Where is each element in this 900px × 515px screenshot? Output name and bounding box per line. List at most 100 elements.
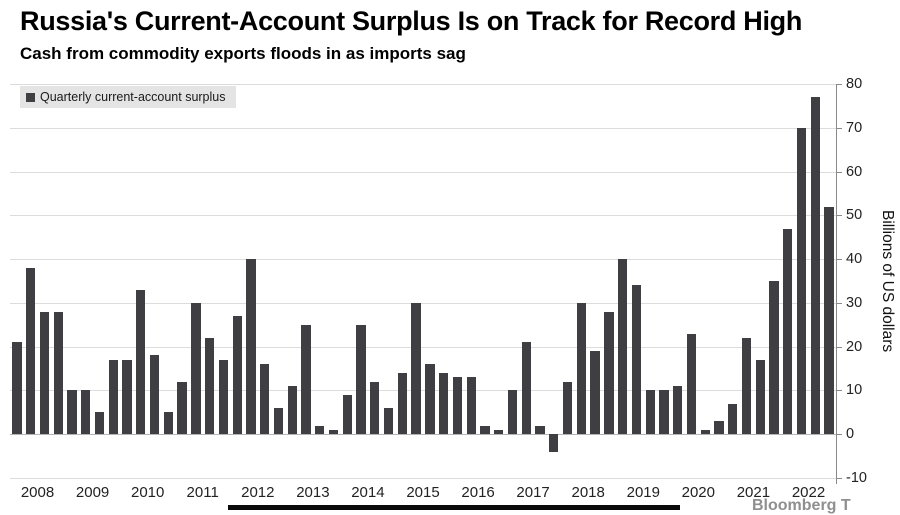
bar bbox=[108, 359, 118, 435]
bar bbox=[370, 381, 380, 435]
bar bbox=[149, 355, 160, 435]
x-tick-label: 2019 bbox=[626, 484, 660, 501]
bar bbox=[122, 359, 132, 435]
bar bbox=[287, 386, 297, 435]
bar bbox=[26, 267, 36, 435]
bar bbox=[631, 285, 642, 435]
bar bbox=[301, 324, 311, 435]
bar bbox=[94, 412, 105, 435]
gridline bbox=[10, 390, 836, 392]
gridline bbox=[10, 127, 836, 129]
bar bbox=[232, 316, 242, 435]
y-tick-label: -10 bbox=[846, 470, 867, 486]
y-tick-label: 60 bbox=[846, 163, 863, 180]
bar bbox=[494, 429, 504, 435]
bar bbox=[659, 390, 669, 435]
zero-gridline bbox=[10, 434, 836, 436]
gridline bbox=[10, 215, 836, 217]
x-tick-label: 2022 bbox=[791, 484, 826, 501]
chart-title: Russia's Current-Account Surplus Is on T… bbox=[20, 6, 803, 36]
bar bbox=[590, 351, 600, 435]
bar bbox=[755, 359, 765, 435]
y-axis-title: Billions of US dollars bbox=[879, 209, 896, 353]
bar bbox=[673, 386, 683, 435]
x-tick-label: 2018 bbox=[571, 484, 605, 501]
x-tick-label: 2011 bbox=[186, 484, 219, 501]
bar bbox=[576, 302, 586, 435]
chart-subtitle: Cash from commodity exports floods in as… bbox=[20, 44, 466, 63]
legend-label: Quarterly current-account surplus bbox=[40, 90, 226, 104]
x-axis: 2008 2009 2010 2011 2012 2013 2014 2015 2016 2017… bbox=[10, 484, 836, 504]
y-tick-label: 30 bbox=[846, 294, 863, 311]
bar bbox=[686, 333, 697, 435]
bar bbox=[769, 281, 779, 435]
bar bbox=[53, 311, 63, 435]
gridline bbox=[10, 171, 836, 173]
bar bbox=[439, 372, 449, 435]
y-tick-mark bbox=[836, 302, 842, 304]
x-tick-label: 2012 bbox=[241, 484, 275, 501]
y-tick-label: 20 bbox=[846, 338, 863, 355]
bar bbox=[783, 228, 793, 435]
y-tick-mark bbox=[836, 84, 842, 85]
gridline bbox=[10, 302, 836, 304]
y-tick-label: 0 bbox=[846, 426, 855, 443]
legend-swatch-icon bbox=[26, 92, 35, 102]
bar bbox=[452, 377, 463, 435]
bloomberg-watermark: Bloomberg T bbox=[752, 497, 851, 514]
y-tick-label: 70 bbox=[846, 119, 863, 136]
x-tick-label: 2020 bbox=[681, 484, 715, 501]
x-tick-label: 2009 bbox=[75, 484, 110, 501]
bar bbox=[549, 434, 559, 452]
bar bbox=[12, 342, 22, 435]
legend: Quarterly current-account surplus bbox=[20, 86, 236, 108]
y-tick-mark bbox=[836, 434, 842, 436]
bar bbox=[356, 324, 366, 435]
bar bbox=[700, 429, 710, 435]
bar bbox=[218, 359, 229, 435]
y-tick-label: 50 bbox=[846, 207, 863, 224]
x-tick-label: 2014 bbox=[351, 484, 385, 501]
bar bbox=[714, 421, 724, 435]
bar bbox=[425, 364, 435, 435]
bar bbox=[645, 390, 655, 435]
x-tick-label: 2016 bbox=[461, 484, 495, 501]
plot-area bbox=[10, 84, 836, 479]
bar bbox=[260, 364, 270, 435]
bar bbox=[67, 390, 77, 435]
bar bbox=[81, 390, 91, 435]
bar bbox=[342, 394, 352, 435]
bar bbox=[824, 206, 834, 435]
bar bbox=[480, 425, 490, 435]
x-tick-label: 2015 bbox=[406, 484, 440, 501]
bar bbox=[411, 302, 421, 435]
bar bbox=[466, 377, 476, 435]
y-tick-label: 80 bbox=[846, 76, 863, 92]
y-tick-mark bbox=[836, 171, 842, 173]
bar bbox=[796, 127, 807, 435]
gridline bbox=[10, 84, 836, 85]
bar bbox=[604, 311, 614, 435]
bar bbox=[507, 390, 518, 435]
bar bbox=[383, 408, 394, 435]
x-tick-label: 2013 bbox=[296, 484, 330, 501]
x-tick-label: 2021 bbox=[736, 484, 771, 501]
bar bbox=[328, 429, 339, 435]
y-tick-mark bbox=[836, 478, 842, 479]
bar bbox=[39, 311, 50, 435]
bar bbox=[315, 425, 325, 435]
x-tick-label: 2010 bbox=[131, 484, 165, 501]
bar bbox=[163, 412, 173, 435]
bar bbox=[177, 381, 187, 435]
y-axis: 80 70 60 50 40 30 20 10 0 -10 bbox=[836, 76, 900, 486]
bar bbox=[521, 342, 531, 435]
y-tick-mark bbox=[836, 259, 842, 261]
y-tick-label: 10 bbox=[846, 382, 863, 399]
bar bbox=[617, 259, 628, 435]
bar bbox=[810, 97, 821, 435]
gridline bbox=[10, 346, 836, 348]
bar bbox=[741, 337, 752, 435]
bar bbox=[204, 337, 215, 435]
bar bbox=[535, 425, 545, 435]
x-tick-label: 2008 bbox=[20, 484, 55, 501]
